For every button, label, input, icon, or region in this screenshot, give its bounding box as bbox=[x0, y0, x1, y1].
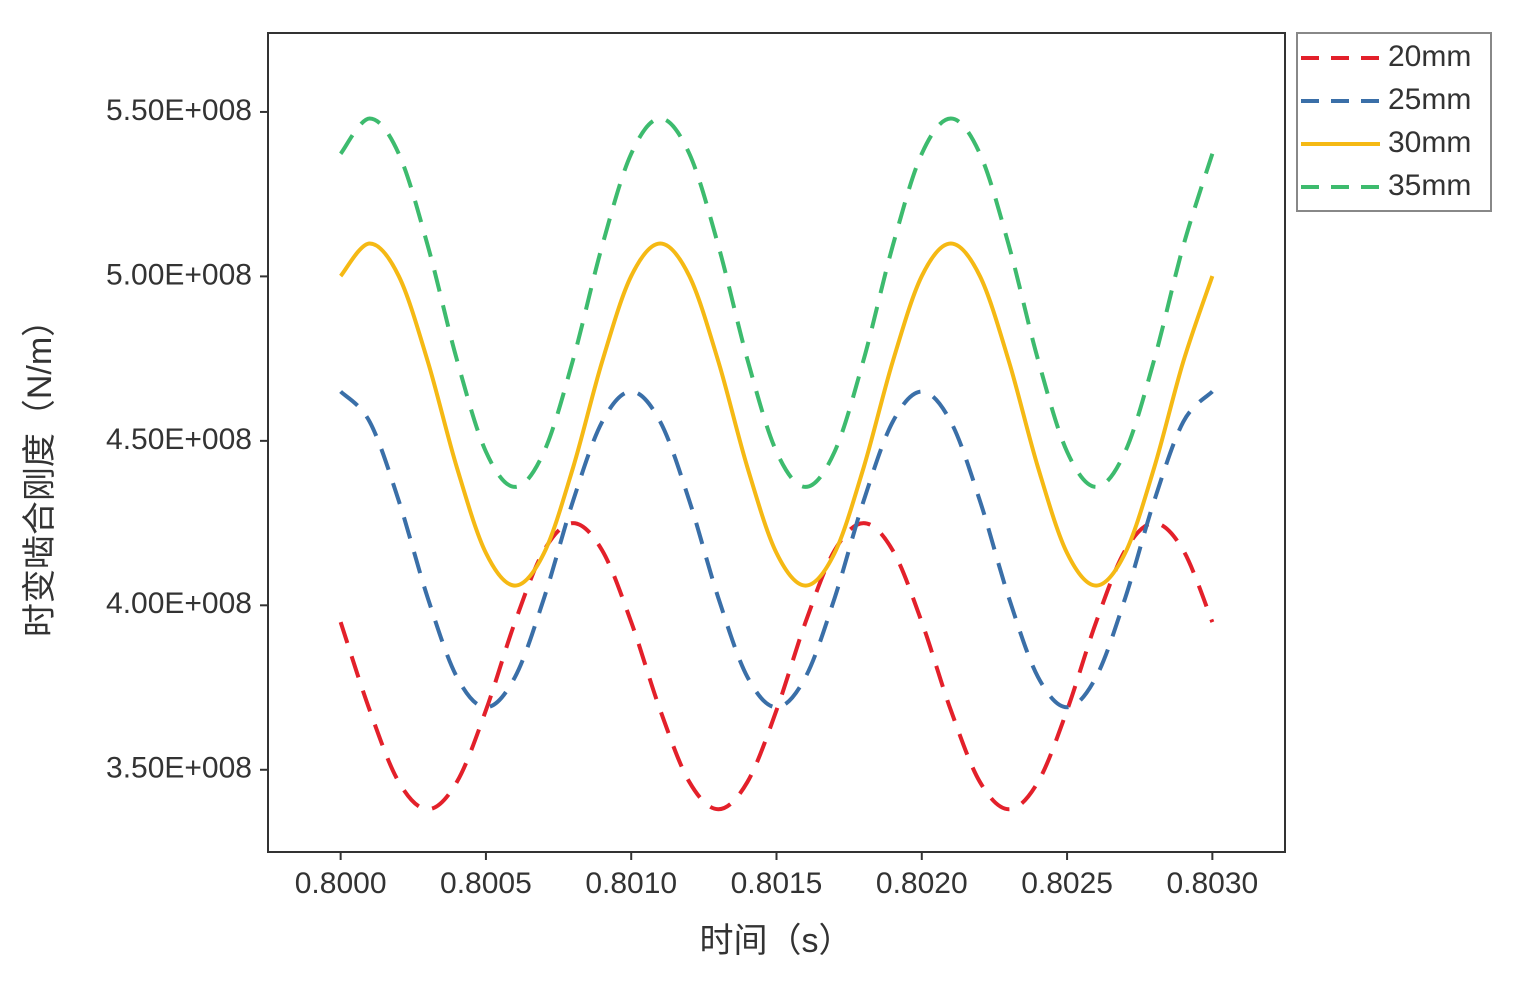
legend-label: 30mm bbox=[1388, 126, 1471, 159]
series-line bbox=[338, 521, 1215, 812]
y-axis-label: 时变啮合刚度（N/m） bbox=[21, 303, 59, 637]
x-tick-label: 0.8005 bbox=[440, 867, 532, 900]
legend-box bbox=[1296, 32, 1492, 212]
series-line bbox=[339, 241, 1215, 588]
legend-label: 35mm bbox=[1388, 169, 1471, 202]
y-tick-label: 3.50E+008 bbox=[106, 752, 252, 785]
x-tick-label: 0.8010 bbox=[585, 867, 677, 900]
x-tick-label: 0.8015 bbox=[731, 867, 823, 900]
x-tick-label: 0.8000 bbox=[295, 867, 387, 900]
y-tick-label: 4.00E+008 bbox=[106, 587, 252, 620]
y-tick-label: 5.50E+008 bbox=[106, 94, 252, 127]
x-axis-label: 时间（s） bbox=[700, 922, 853, 960]
series-line bbox=[339, 389, 1214, 710]
plot-frame bbox=[267, 32, 1286, 853]
y-tick-label: 4.50E+008 bbox=[106, 423, 252, 456]
x-tick-label: 0.8025 bbox=[1021, 867, 1113, 900]
series-line bbox=[339, 116, 1215, 489]
y-tick-label: 5.00E+008 bbox=[106, 258, 252, 291]
legend-label: 25mm bbox=[1388, 83, 1471, 116]
x-tick-label: 0.8030 bbox=[1166, 867, 1258, 900]
legend-label: 20mm bbox=[1388, 40, 1471, 73]
x-tick-label: 0.8020 bbox=[876, 867, 968, 900]
